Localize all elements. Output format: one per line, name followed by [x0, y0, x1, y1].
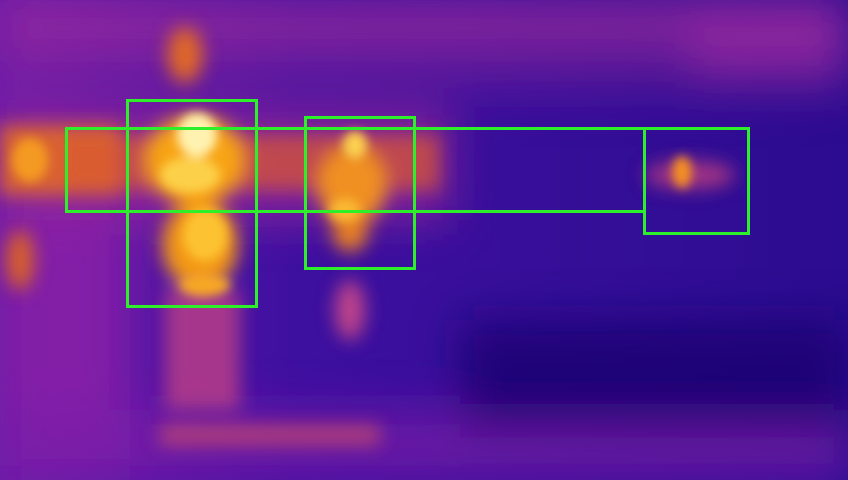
detection-box [126, 99, 258, 308]
hot-spots [12, 113, 692, 295]
detection-box [304, 116, 416, 270]
detection-box [643, 127, 750, 235]
detection-boxes [65, 99, 750, 308]
